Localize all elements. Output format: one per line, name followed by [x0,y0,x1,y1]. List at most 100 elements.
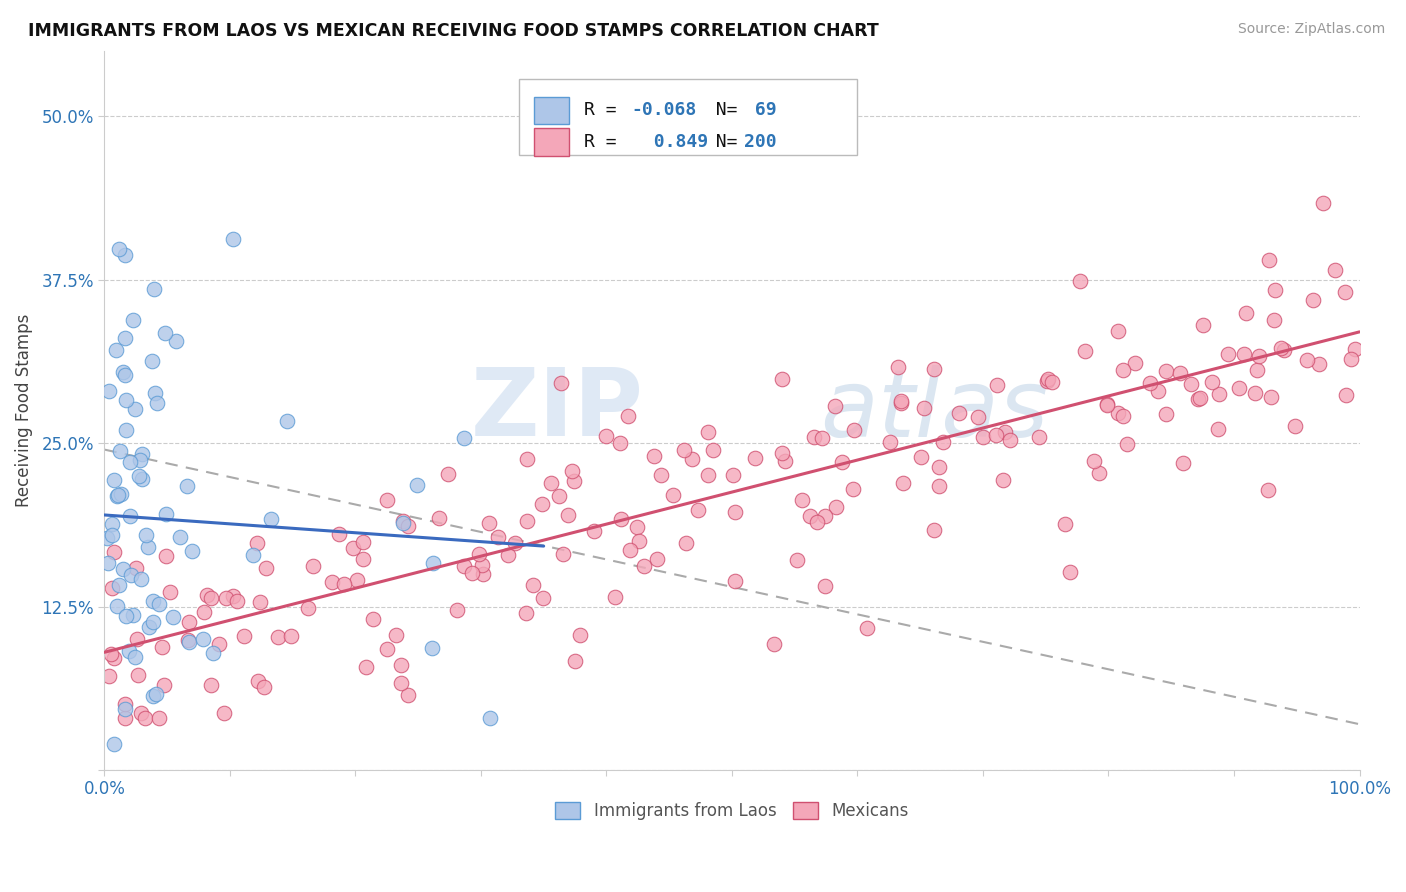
Point [697,425,720,439]
Point [225,594,247,608]
Point [342,541,364,556]
Point [361,612,384,626]
Point [214,706,236,721]
Point [824,500,846,514]
Point [131,447,153,461]
Point [1095,398,1118,412]
Point [152,678,174,692]
Point [486,530,509,544]
Point [321,575,343,590]
Text: atlas: atlas [820,365,1047,456]
Point [169,530,191,544]
Point [1112,409,1135,423]
Point [97,669,120,683]
Point [824,399,846,413]
Text: 69: 69 [745,102,778,120]
Point [1324,263,1347,277]
Point [129,453,152,467]
Point [1053,516,1076,531]
Point [1116,437,1139,451]
Point [569,627,592,641]
Point [100,647,122,661]
Point [114,702,136,716]
Point [346,573,368,587]
Point [200,678,222,692]
Point [610,511,633,525]
Point [662,488,685,502]
Point [643,450,665,464]
Point [1154,407,1177,421]
Point [128,468,150,483]
Point [246,536,269,550]
Point [110,487,132,501]
Point [603,590,626,604]
Point [645,551,668,566]
Point [215,591,238,606]
Point [1073,344,1095,359]
Point [141,354,163,368]
Point [1191,318,1213,333]
Point [1146,384,1168,399]
Point [352,535,374,549]
Point [1244,386,1267,401]
Point [405,477,427,491]
Point [114,609,136,624]
Point [673,443,696,458]
Point [145,687,167,701]
Point [105,343,128,357]
Point [763,637,786,651]
Point [129,572,152,586]
Point [122,313,145,327]
Point [478,516,501,531]
Point [1227,381,1250,395]
Text: ZIP: ZIP [471,364,644,457]
Point [108,444,131,458]
Text: N=: N= [695,102,738,120]
Point [107,599,129,614]
Point [377,641,399,656]
Point [564,654,586,668]
Point [928,479,950,493]
Point [131,472,153,486]
Point [686,502,709,516]
Text: N=: N= [695,133,738,151]
Point [1216,347,1239,361]
Point [392,514,415,528]
Point [143,385,166,400]
Point [986,378,1008,392]
Point [842,482,865,496]
Point [118,455,141,469]
Point [280,628,302,642]
Point [910,450,932,464]
Point [103,544,125,558]
Point [108,578,131,592]
Point [515,606,537,620]
Point [626,520,648,534]
Point [994,425,1017,439]
Point [1187,392,1209,407]
Point [208,637,231,651]
Point [540,476,562,491]
Point [100,528,122,542]
Point [531,497,554,511]
Point [948,406,970,420]
Point [148,711,170,725]
Point [471,558,494,573]
Point [922,523,945,537]
Point [114,331,136,345]
Point [650,468,672,483]
Point [142,282,165,296]
Point [1156,364,1178,378]
Point [991,473,1014,487]
Point [721,467,744,482]
Point [242,548,264,562]
Point [681,452,703,467]
Point [115,423,138,437]
Point [856,621,879,635]
Point [422,556,444,570]
Point [420,641,443,656]
Point [389,675,412,690]
Point [786,553,808,567]
Point [522,578,544,592]
Point [1069,274,1091,288]
